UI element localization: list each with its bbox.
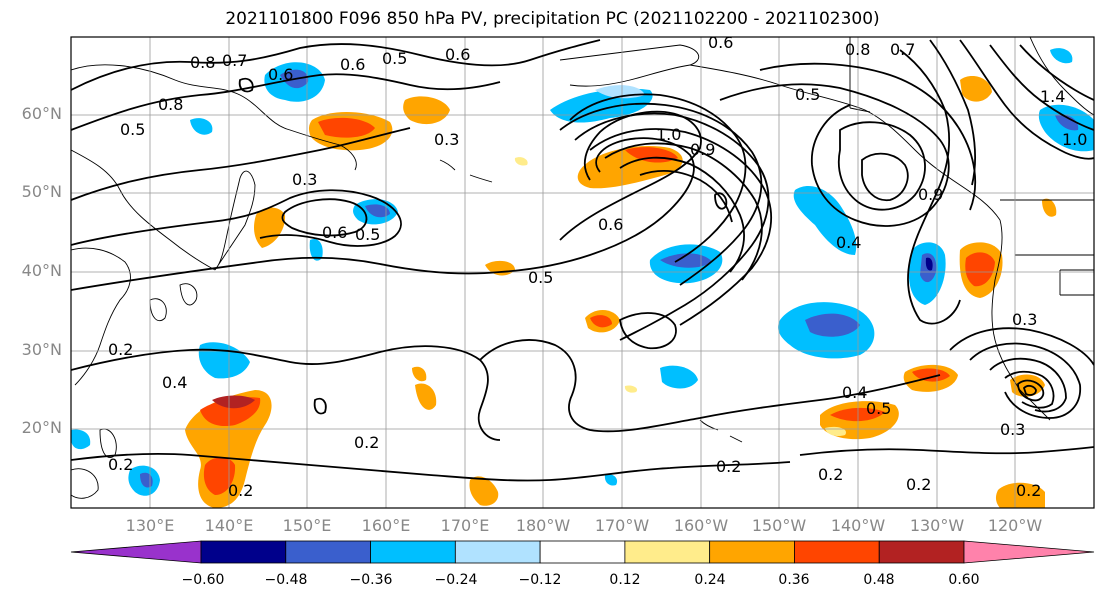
- contour-label: 0.2: [108, 455, 133, 474]
- colorbar-segment: [624, 540, 711, 564]
- contour-label: 0.8: [190, 53, 215, 72]
- lon-label-150w: 150°W: [751, 516, 807, 535]
- contour-label: 0.2: [108, 340, 133, 359]
- contour-label: 0.6: [598, 215, 623, 234]
- colorbar-tick: −0.24: [434, 572, 478, 588]
- map-title: 2021101800 F096 850 hPa PV, precipitatio…: [225, 9, 880, 29]
- colorbar-extend-low: [70, 540, 202, 564]
- colorbar-segment: [539, 540, 626, 564]
- contour-label: 0.9: [690, 140, 715, 159]
- contour-label: 0.3: [292, 170, 317, 189]
- colorbar-segment: [878, 540, 965, 564]
- graticule: [71, 37, 1094, 508]
- colorbar-tick: −0.48: [264, 572, 308, 588]
- contour-label: 1.0: [656, 125, 681, 144]
- contour-label: 0.5: [382, 49, 407, 68]
- pv-contours: [71, 39, 1094, 482]
- lon-label-130w: 130°W: [909, 516, 965, 535]
- precip-positive-areas: [185, 76, 1057, 508]
- contour-label: 0.9: [918, 185, 943, 204]
- colorbar-tick: 0.60: [948, 572, 980, 588]
- colorbar-segment: [794, 540, 880, 564]
- contour-label: 0.3: [1000, 420, 1025, 439]
- lon-label-170e: 170°E: [440, 516, 490, 535]
- lon-label-120w: 120°W: [987, 516, 1043, 535]
- lon-label-130e: 130°E: [125, 516, 175, 535]
- lon-label-140w: 140°W: [830, 516, 886, 535]
- colorbar-tick: −0.60: [181, 572, 225, 588]
- contour-label: 0.6: [322, 223, 347, 242]
- contour-label: 0.2: [906, 475, 931, 494]
- colorbar-tick: 0.12: [609, 572, 641, 588]
- contour-label: 0.8: [845, 40, 870, 59]
- contour-label: 0.2: [716, 457, 741, 476]
- contour-label: 1.0: [1062, 130, 1087, 149]
- lat-label-40n: 40°N: [21, 261, 62, 280]
- contour-label: 0.3: [434, 130, 459, 149]
- contour-label: 0.2: [228, 481, 253, 500]
- lon-label-160w: 160°W: [673, 516, 729, 535]
- contour-labels: 0.8 0.7 0.6 0.5 0.6 0.8 0.6 0.3 0.5 0.3 …: [108, 33, 1087, 500]
- map-frame: [70, 36, 1095, 509]
- colorbar-segment: [709, 540, 795, 564]
- contour-label: 0.2: [818, 465, 843, 484]
- lat-label-20n: 20°N: [21, 418, 62, 437]
- colorbar-extend-high: [963, 540, 1095, 564]
- colorbar-segment: [285, 540, 371, 564]
- contour-label: 0.5: [120, 120, 145, 139]
- contour-label: 0.2: [1016, 481, 1041, 500]
- colorbar-tick: 0.36: [778, 572, 810, 588]
- contour-label: 0.6: [340, 55, 365, 74]
- contour-label: 0.4: [842, 383, 867, 402]
- contour-label: 0.2: [354, 433, 379, 452]
- colorbar-tick: −0.12: [518, 572, 562, 588]
- colorbar-segment: [200, 540, 287, 564]
- colorbar-tick: 0.24: [694, 572, 726, 588]
- colorbar-segment: [370, 540, 456, 564]
- lon-label-140e: 140°E: [204, 516, 254, 535]
- colorbar: [70, 540, 1095, 564]
- lat-label-60n: 60°N: [21, 104, 62, 123]
- contour-label: 0.5: [795, 85, 820, 104]
- lon-label-150e: 150°E: [282, 516, 332, 535]
- contour-label: 0.6: [708, 33, 733, 52]
- contour-label: 0.4: [836, 233, 861, 252]
- contour-label: 0.5: [528, 268, 553, 287]
- colorbar-segment: [454, 540, 541, 564]
- contour-label: 0.5: [866, 399, 891, 418]
- lon-label-160e: 160°E: [361, 516, 411, 535]
- contour-label: 0.4: [162, 373, 187, 392]
- lat-label-50n: 50°N: [21, 182, 62, 201]
- contour-label: 0.6: [445, 45, 470, 64]
- lon-label-170w: 170°W: [594, 516, 650, 535]
- contour-label: 0.3: [1012, 310, 1037, 329]
- colorbar-tick: −0.36: [349, 572, 393, 588]
- contour-label: 0.7: [222, 51, 247, 70]
- colorbar-tick: 0.48: [863, 572, 895, 588]
- contour-label: 0.7: [890, 40, 915, 59]
- contour-label: 0.5: [355, 225, 380, 244]
- contour-label: 1.4: [1040, 87, 1065, 106]
- contour-label: 0.8: [158, 95, 183, 114]
- contour-label: 0.6: [268, 65, 293, 84]
- lon-label-180w: 180°W: [515, 516, 571, 535]
- lat-label-30n: 30°N: [21, 340, 62, 359]
